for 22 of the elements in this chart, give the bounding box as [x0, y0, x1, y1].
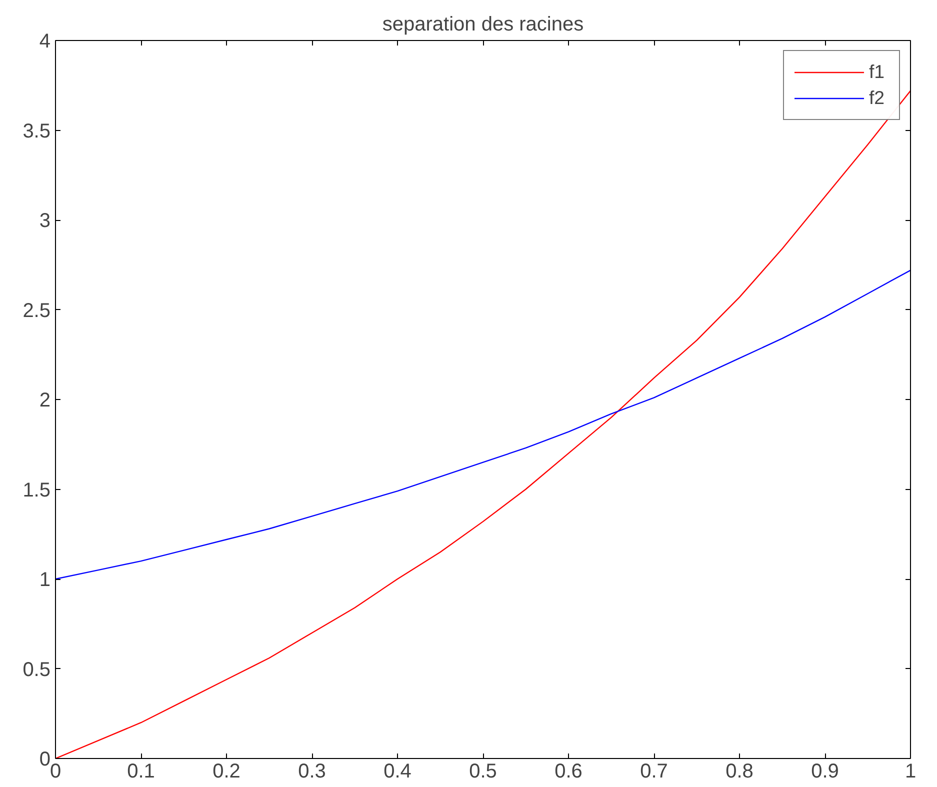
x-tick-label: 0.4 [384, 760, 412, 782]
y-tick-label: 3 [39, 210, 50, 232]
legend-label: f1 [869, 61, 886, 83]
y-tick-label: 2.5 [22, 300, 51, 322]
y-tick-label: 2 [39, 390, 50, 412]
y-tick-label: 0.5 [22, 658, 51, 681]
y-tick-label: 1 [39, 569, 50, 591]
x-tick-label: 0.3 [298, 760, 326, 782]
x-tick-label: 0.1 [127, 760, 155, 782]
chart-title: separation des racines [382, 14, 584, 36]
legend-label: f2 [869, 87, 886, 109]
x-tick-label: 0.2 [212, 760, 240, 782]
y-tick-label: 1.5 [22, 479, 51, 502]
y-tick-label: 3.5 [22, 120, 51, 142]
x-tick-label: 0.9 [811, 760, 839, 782]
x-tick-label: 0.7 [640, 760, 668, 782]
x-tick-label: 0.6 [554, 760, 582, 782]
y-tick-label: 4 [39, 30, 50, 52]
x-tick-label: 0.5 [469, 760, 497, 782]
x-tick-label: 1 [904, 760, 916, 782]
x-tick-label: 0.8 [726, 760, 754, 782]
line-series [56, 270, 910, 580]
